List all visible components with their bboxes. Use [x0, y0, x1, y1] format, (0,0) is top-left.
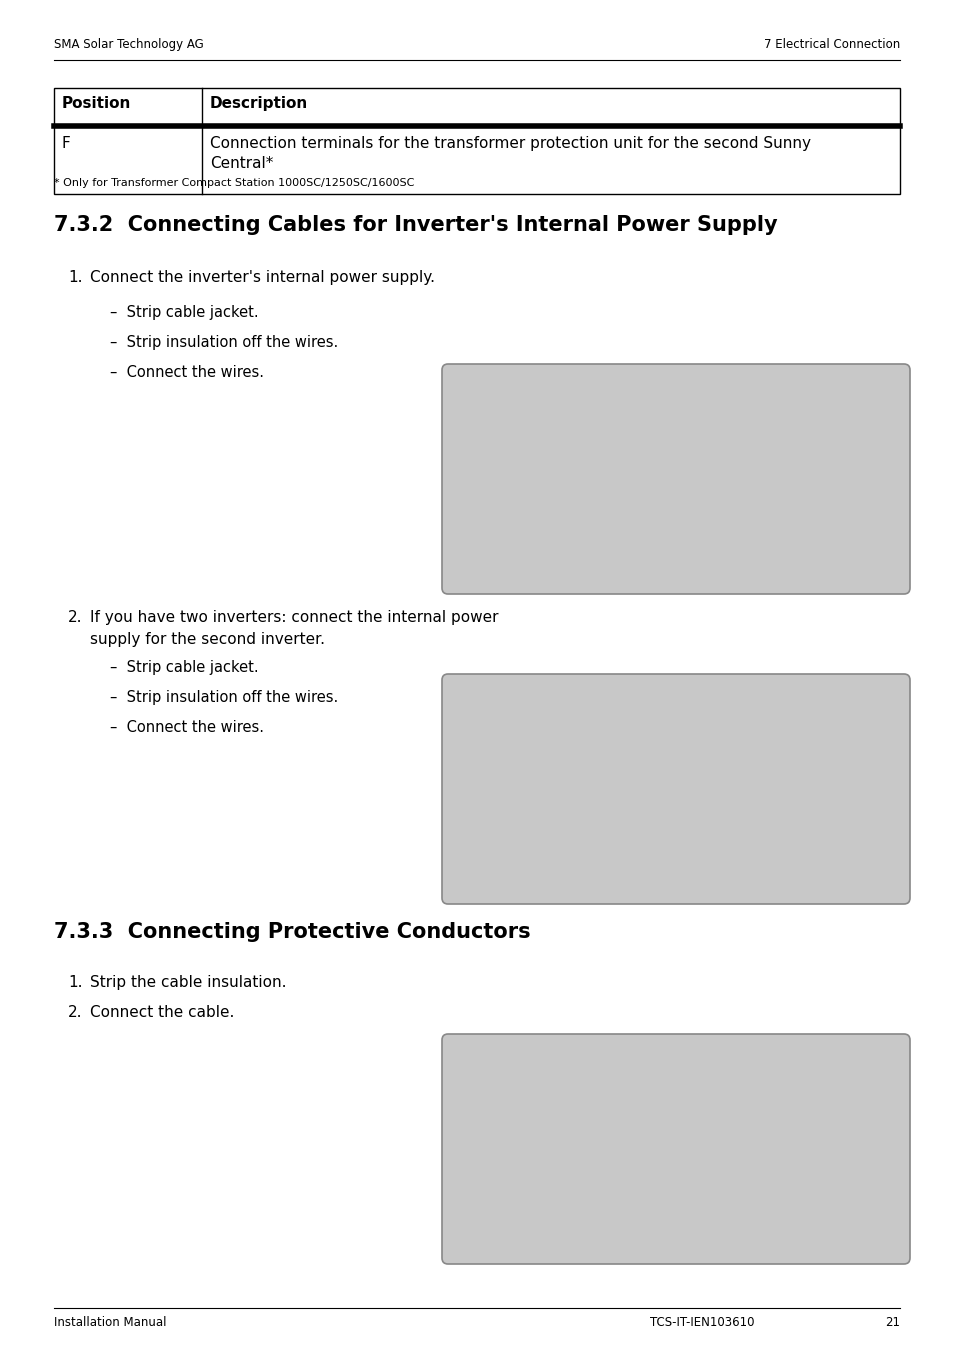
Text: –  Strip insulation off the wires.: – Strip insulation off the wires. — [110, 690, 338, 704]
Text: Connection terminals for the transformer protection unit for the second Sunny: Connection terminals for the transformer… — [210, 137, 810, 151]
Text: 7.3.2  Connecting Cables for Inverter's Internal Power Supply: 7.3.2 Connecting Cables for Inverter's I… — [54, 215, 777, 235]
Text: Connect the inverter's internal power supply.: Connect the inverter's internal power su… — [90, 270, 435, 285]
Text: 2.: 2. — [68, 1005, 82, 1019]
Text: supply for the second inverter.: supply for the second inverter. — [90, 631, 325, 648]
Text: 7.3.3  Connecting Protective Conductors: 7.3.3 Connecting Protective Conductors — [54, 922, 530, 942]
Text: Description: Description — [210, 96, 308, 111]
Text: 1.: 1. — [68, 975, 82, 990]
Text: –  Strip cable jacket.: – Strip cable jacket. — [110, 660, 258, 675]
Text: –  Strip insulation off the wires.: – Strip insulation off the wires. — [110, 335, 338, 350]
Text: F: F — [62, 137, 71, 151]
Text: * Only for Transformer Compact Station 1000SC/1250SC/1600SC: * Only for Transformer Compact Station 1… — [54, 178, 414, 188]
Text: 1.: 1. — [68, 270, 82, 285]
Text: –  Strip cable jacket.: – Strip cable jacket. — [110, 306, 258, 320]
Text: 7 Electrical Connection: 7 Electrical Connection — [763, 38, 899, 51]
Bar — [54, 88, 899, 193]
Text: TCS-IT-IEN103610: TCS-IT-IEN103610 — [649, 1315, 754, 1329]
Text: Central*: Central* — [210, 155, 274, 170]
Text: 2.: 2. — [68, 610, 82, 625]
Text: –  Connect the wires.: – Connect the wires. — [110, 721, 264, 735]
FancyBboxPatch shape — [441, 675, 909, 904]
Text: Connect the cable.: Connect the cable. — [90, 1005, 234, 1019]
Text: If you have two inverters: connect the internal power: If you have two inverters: connect the i… — [90, 610, 498, 625]
Text: –  Connect the wires.: – Connect the wires. — [110, 365, 264, 380]
Text: 21: 21 — [884, 1315, 899, 1329]
Text: SMA Solar Technology AG: SMA Solar Technology AG — [54, 38, 204, 51]
FancyBboxPatch shape — [441, 1034, 909, 1264]
Text: Strip the cable insulation.: Strip the cable insulation. — [90, 975, 286, 990]
Text: Position: Position — [62, 96, 132, 111]
FancyBboxPatch shape — [441, 364, 909, 594]
Text: Installation Manual: Installation Manual — [54, 1315, 167, 1329]
